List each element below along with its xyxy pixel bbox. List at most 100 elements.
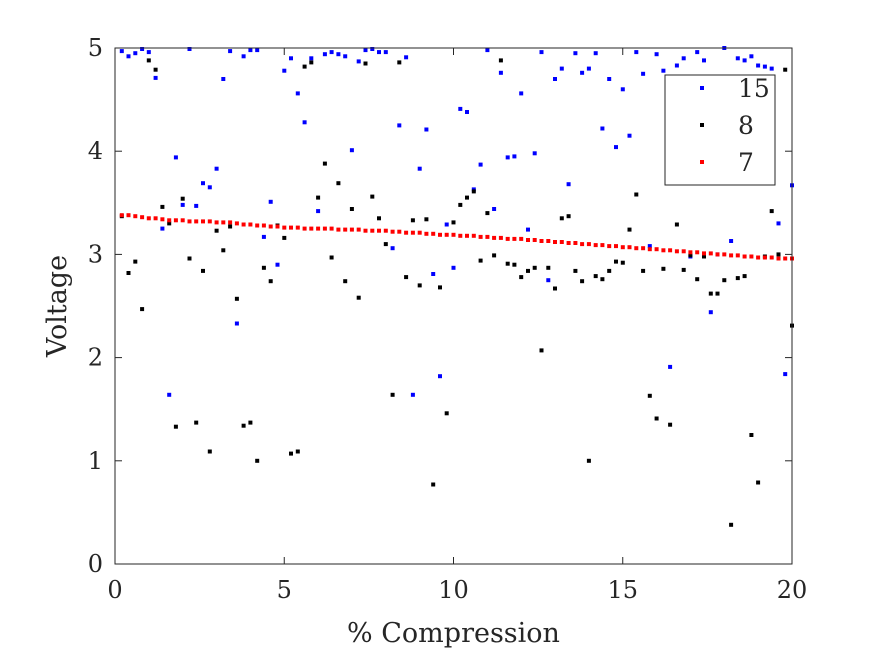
data-point xyxy=(431,231,436,236)
legend-label: 15 xyxy=(738,74,770,103)
data-point xyxy=(451,232,456,237)
data-point xyxy=(695,250,700,255)
data-point xyxy=(769,209,774,214)
data-point xyxy=(241,54,246,59)
data-point xyxy=(343,227,348,232)
data-point xyxy=(478,258,483,263)
data-point xyxy=(478,162,483,167)
data-point xyxy=(221,248,226,253)
data-point xyxy=(695,50,700,55)
data-point xyxy=(363,228,368,233)
data-point xyxy=(586,458,591,463)
data-point xyxy=(661,248,666,253)
data-point xyxy=(424,127,429,132)
data-point xyxy=(424,231,429,236)
legend-label: 8 xyxy=(738,111,754,140)
data-point xyxy=(553,240,557,244)
data-point xyxy=(553,77,557,81)
data-point xyxy=(458,233,463,238)
data-point xyxy=(586,242,591,247)
y-tick-label: 5 xyxy=(88,34,103,62)
data-point xyxy=(715,291,720,296)
data-point xyxy=(465,233,469,238)
data-point xyxy=(559,216,564,221)
data-point xyxy=(126,213,131,218)
data-point xyxy=(708,291,713,296)
data-point xyxy=(735,56,740,61)
data-point xyxy=(153,75,158,80)
data-point xyxy=(431,272,436,276)
data-point xyxy=(526,238,530,242)
data-point xyxy=(722,278,727,283)
data-point xyxy=(546,278,551,283)
data-point xyxy=(268,279,273,284)
data-point xyxy=(438,232,442,237)
data-point xyxy=(377,228,381,233)
x-tick-label: 20 xyxy=(777,576,808,604)
data-point xyxy=(756,63,761,68)
data-point xyxy=(641,71,646,76)
data-point xyxy=(397,60,402,65)
data-point xyxy=(160,226,165,231)
data-point xyxy=(492,207,497,211)
data-points xyxy=(119,46,794,527)
data-point xyxy=(749,54,754,59)
x-tick-label: 0 xyxy=(107,576,122,604)
data-point xyxy=(580,279,585,284)
data-point xyxy=(309,226,314,231)
legend-marker xyxy=(700,86,704,90)
data-point xyxy=(600,277,605,282)
data-point xyxy=(336,181,341,186)
data-point xyxy=(634,246,639,251)
data-point xyxy=(349,148,354,153)
data-point xyxy=(167,221,172,226)
data-point xyxy=(654,247,659,252)
data-point xyxy=(539,239,544,243)
data-point xyxy=(234,221,239,226)
data-point xyxy=(512,236,517,241)
data-point xyxy=(478,234,483,239)
data-point xyxy=(255,458,260,463)
data-point xyxy=(187,256,192,261)
data-point xyxy=(289,451,293,456)
data-point xyxy=(776,256,781,261)
data-point xyxy=(356,227,361,232)
data-point xyxy=(783,256,788,261)
data-point xyxy=(776,252,781,257)
data-point xyxy=(708,310,713,315)
data-point xyxy=(214,220,219,225)
data-point xyxy=(566,214,571,219)
data-point xyxy=(620,245,625,250)
data-point xyxy=(431,482,436,487)
data-point xyxy=(465,195,469,200)
data-point xyxy=(316,209,321,214)
data-point xyxy=(492,253,497,258)
data-point xyxy=(173,218,178,223)
data-point xyxy=(553,286,557,291)
data-point xyxy=(248,48,253,53)
data-point xyxy=(485,211,490,216)
data-point xyxy=(749,254,754,259)
data-point xyxy=(756,255,761,260)
data-point xyxy=(519,91,524,96)
data-point xyxy=(160,217,165,222)
x-tick-label: 15 xyxy=(607,576,638,604)
data-point xyxy=(668,422,673,427)
data-point xyxy=(444,411,449,416)
data-point xyxy=(688,253,693,258)
data-point xyxy=(329,255,334,260)
data-point xyxy=(519,275,524,280)
data-point xyxy=(282,235,287,240)
data-point xyxy=(404,275,409,280)
data-point xyxy=(593,51,598,56)
data-point xyxy=(702,251,706,256)
data-point xyxy=(241,423,246,428)
data-point xyxy=(146,50,151,55)
data-point xyxy=(275,262,280,267)
data-point xyxy=(627,227,632,232)
data-point xyxy=(153,216,158,221)
data-point xyxy=(471,189,476,194)
data-point xyxy=(207,449,212,454)
